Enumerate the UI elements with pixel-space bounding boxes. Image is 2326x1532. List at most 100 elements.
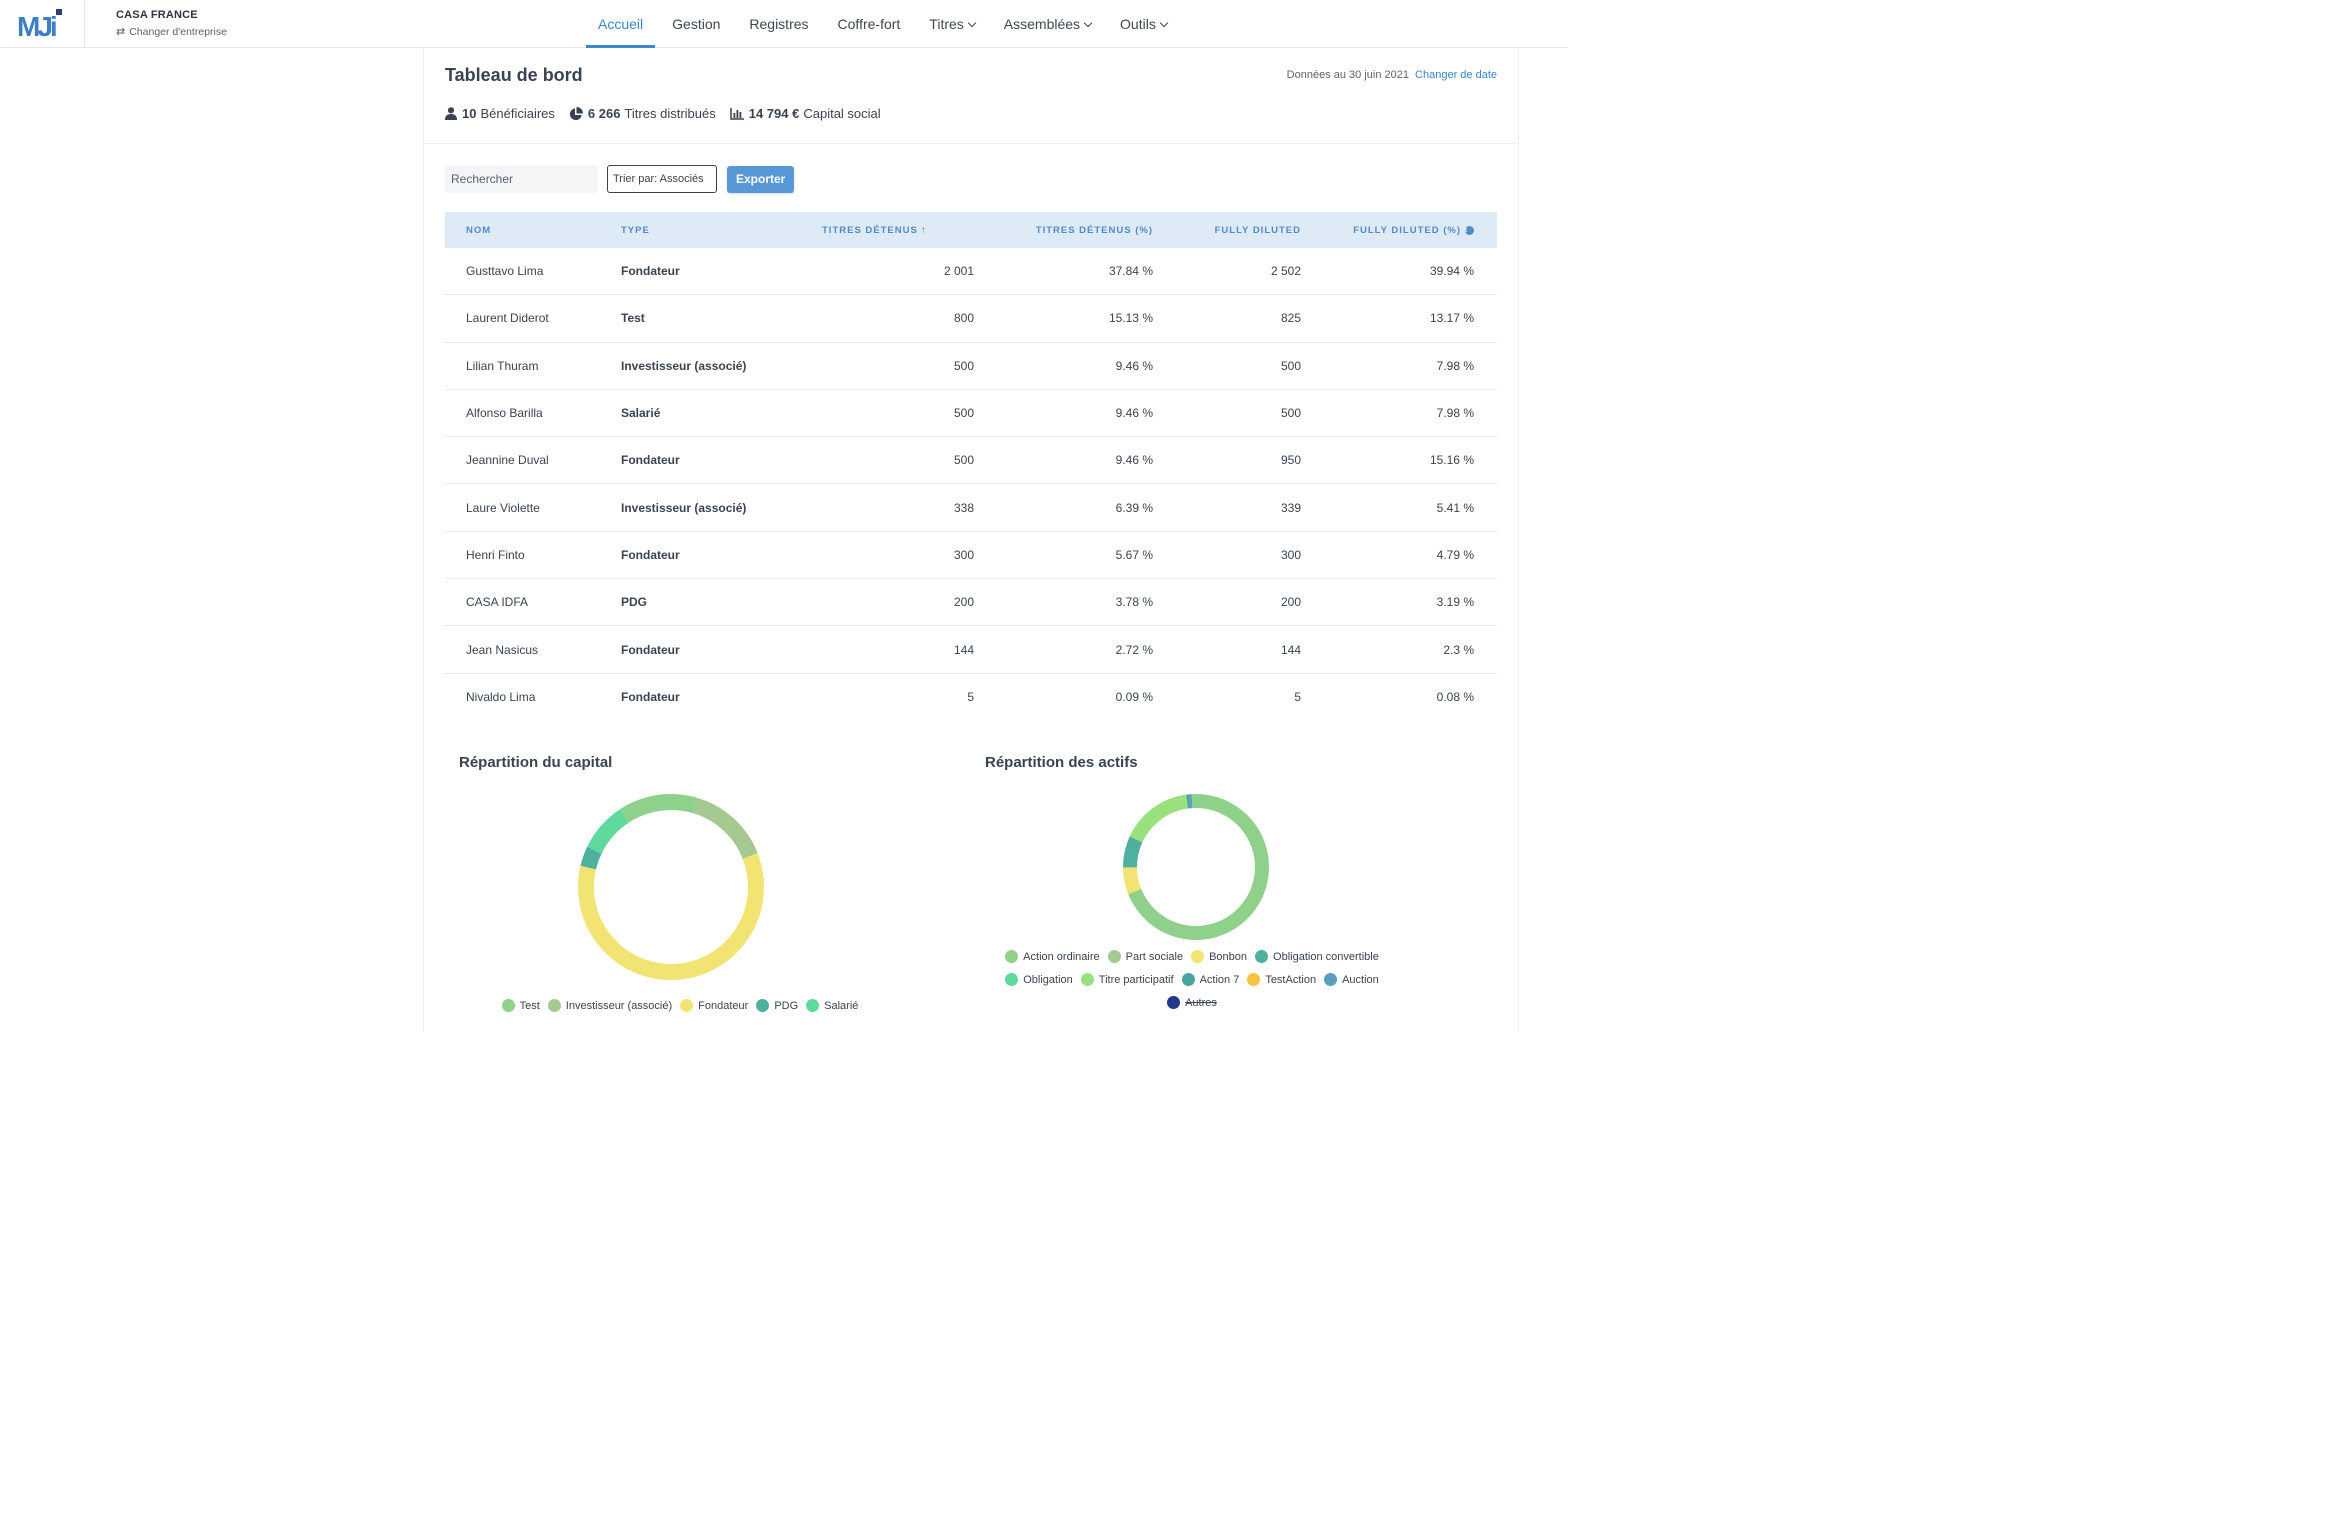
nav-registres[interactable]: Registres xyxy=(737,0,820,48)
table-row[interactable]: Nivaldo Lima Fondateur 5 0.09 % 5 0.08 % xyxy=(445,674,1497,721)
legend-dot-icon xyxy=(1167,996,1181,1009)
company-selector[interactable]: CASA FRANCE ⇄ Changer d'entreprise xyxy=(116,9,227,38)
donut-slice-test[interactable] xyxy=(620,794,698,823)
info-icon[interactable]: i xyxy=(1465,225,1474,235)
donut-slice-investisseur-associ-[interactable] xyxy=(692,797,758,860)
table-row[interactable]: Jean Nasicus Fondateur 144 2.72 % 144 2.3 % xyxy=(445,626,1497,674)
nav-titres[interactable]: Titres xyxy=(917,0,986,48)
nav-label: Assemblées xyxy=(1003,16,1081,32)
cell-fd: 339 xyxy=(1280,500,1301,515)
cell-held: 5 xyxy=(967,690,974,705)
change-date-link[interactable]: Changer de date xyxy=(1415,69,1497,81)
donut-slice-action-ordinaire[interactable] xyxy=(1128,794,1269,940)
cell-fd: 144 xyxy=(1280,642,1301,657)
nav-assemblées[interactable]: Assemblées xyxy=(992,0,1103,48)
cell-type: Test xyxy=(621,311,645,326)
nav-accueil[interactable]: Accueil xyxy=(586,0,656,48)
table-row[interactable]: Gusttavo Lima Fondateur 2 001 37.84 % 2 502 3… xyxy=(445,248,1497,296)
legend-item[interactable]: Investisseur (associé) xyxy=(547,999,672,1012)
table-row[interactable]: Laure Violette Investisseur (associé) 338 6… xyxy=(445,484,1497,532)
legend-label: TestAction xyxy=(1265,973,1317,986)
legend-item[interactable]: Action ordinaire xyxy=(1005,950,1100,963)
stat-titles: 6 266 Titres distribués xyxy=(569,106,716,121)
legend-item[interactable]: Auction xyxy=(1324,973,1379,986)
cell-fd: 300 xyxy=(1280,547,1301,562)
header-held[interactable]: TITRES DÉTENUS ↑ xyxy=(821,225,974,236)
cell-held-pct: 15.13 % xyxy=(1108,311,1153,326)
nav-outils[interactable]: Outils xyxy=(1108,0,1179,48)
search-input[interactable] xyxy=(445,165,598,193)
header-fully-diluted-pct[interactable]: FULLY DILUTED (%) i xyxy=(1301,225,1495,236)
table-row[interactable]: Laurent Diderot Test 800 15.13 % 825 13.17 % xyxy=(445,295,1497,343)
header-name[interactable]: NOM xyxy=(466,224,492,236)
mji-logo[interactable]: MJi xyxy=(16,8,68,40)
cell-type: Fondateur xyxy=(621,453,680,468)
donut-slice-fondateur[interactable] xyxy=(578,853,764,980)
cell-fd: 950 xyxy=(1280,453,1301,468)
legend-item[interactable]: Obligation convertible xyxy=(1255,950,1379,963)
summary-stats: 10 Bénéficiaires 6 266 Titres distribués… xyxy=(445,106,895,121)
cell-held-pct: 5.67 % xyxy=(1115,547,1153,562)
legend-item[interactable]: Part sociale xyxy=(1107,950,1184,963)
legend-dot-icon xyxy=(501,999,515,1012)
legend-item[interactable]: Test xyxy=(501,999,540,1012)
cell-held-pct: 6.39 % xyxy=(1115,500,1153,515)
legend-item[interactable]: Titre participatif xyxy=(1080,973,1174,986)
donut-slice-titre-participatif[interactable] xyxy=(1129,794,1189,843)
legend-dot-icon xyxy=(806,999,820,1012)
chevron-down-icon xyxy=(1159,18,1169,27)
cell-fd: 500 xyxy=(1280,406,1301,421)
sort-arrow-up-icon: ↑ xyxy=(920,224,927,236)
legend-label: Bonbon xyxy=(1209,950,1248,963)
header-held-pct[interactable]: TITRES DÉTENUS (%) xyxy=(1035,224,1153,236)
legend-item[interactable]: Salarié xyxy=(806,999,858,1012)
legend-item[interactable]: Fondateur xyxy=(680,999,748,1012)
chart-title-assets: Répartition des actifs xyxy=(985,754,1138,771)
user-icon xyxy=(445,107,457,120)
legend-dot-icon xyxy=(1324,973,1338,986)
donut-slice-bonbon[interactable] xyxy=(1123,867,1142,895)
top-bar: MJi CASA FRANCE ⇄ Changer d'entreprise A… xyxy=(0,0,1568,48)
stat-titles-value: 6 266 xyxy=(587,106,621,121)
donut-slice-salari-[interactable] xyxy=(587,809,630,854)
legend-item[interactable]: Obligation xyxy=(1005,973,1073,986)
section-divider xyxy=(424,143,1518,144)
legend-item[interactable]: Bonbon xyxy=(1191,950,1247,963)
legend-item[interactable]: Autres xyxy=(1167,996,1217,1009)
nav-coffre-fort[interactable]: Coffre-fort xyxy=(826,0,913,48)
header-type[interactable]: TYPE xyxy=(621,224,650,236)
cell-name: Nivaldo Lima xyxy=(466,690,536,705)
header-held-label: TITRES DÉTENUS xyxy=(822,224,918,236)
nav-label: Coffre-fort xyxy=(837,16,901,32)
table-row[interactable]: Henri Finto Fondateur 300 5.67 % 300 4.79 % xyxy=(445,532,1497,580)
switch-company-link[interactable]: ⇄ Changer d'entreprise xyxy=(116,25,227,39)
sort-select[interactable]: Trier par: Associés xyxy=(607,165,717,193)
nav-label: Gestion xyxy=(672,16,721,32)
swap-arrows-icon: ⇄ xyxy=(116,26,126,38)
legend-item[interactable]: Action 7 xyxy=(1181,973,1239,986)
header-fully-diluted[interactable]: FULLY DILUTED xyxy=(1214,224,1301,236)
cell-held: 300 xyxy=(953,547,974,562)
legend-item[interactable]: PDG xyxy=(756,999,798,1012)
legend-dot-icon xyxy=(1107,950,1121,963)
legend-label: Obligation xyxy=(1023,973,1073,986)
legend-label: Part sociale xyxy=(1125,950,1184,963)
cell-type: Fondateur xyxy=(621,547,680,562)
donut-slice-obligation-convertible[interactable] xyxy=(1123,836,1143,868)
table-row[interactable]: Alfonso Barilla Salarié 500 9.46 % 500 7.98 % xyxy=(445,390,1497,438)
cell-held: 200 xyxy=(953,595,974,610)
legend-item[interactable]: TestAction xyxy=(1247,973,1316,986)
nav-label: Outils xyxy=(1120,16,1156,32)
table-row[interactable]: CASA IDFA PDG 200 3.78 % 200 3.19 % xyxy=(445,579,1497,627)
donut-slice-pdg[interactable] xyxy=(580,846,602,870)
cell-fd-pct: 7.98 % xyxy=(1436,406,1474,421)
table-row[interactable]: Jeannine Duval Fondateur 500 9.46 % 950 15.16… xyxy=(445,437,1497,485)
nav-gestion[interactable]: Gestion xyxy=(660,0,732,48)
export-button[interactable]: Exporter xyxy=(727,165,795,193)
cell-held-pct: 2.72 % xyxy=(1115,642,1153,657)
table-row[interactable]: Lilian Thuram Investisseur (associé) 500 9.… xyxy=(445,343,1497,390)
cell-type: Fondateur xyxy=(621,642,680,657)
cell-fd-pct: 3.19 % xyxy=(1436,595,1474,610)
cell-held-pct: 37.84 % xyxy=(1108,264,1153,279)
legend-dot-icon xyxy=(1080,973,1094,986)
